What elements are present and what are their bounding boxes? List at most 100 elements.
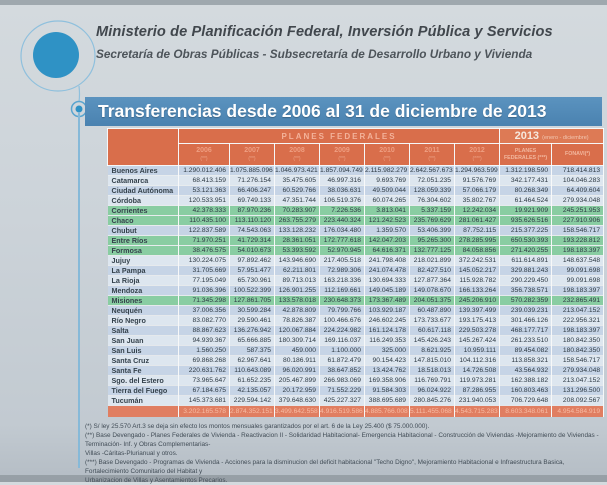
value-cell: 4.916.519.586 (319, 405, 365, 417)
province-cell: San Luis (107, 345, 179, 356)
value-cell: 83.082.770 (178, 315, 230, 326)
value-cell: 73.965.647 (178, 375, 230, 386)
value-cell: 71.345.298 (178, 295, 230, 306)
province-cell: La Rioja (107, 275, 179, 286)
value-cell: 65.730.961 (229, 275, 275, 286)
province-cell: Río Negro (107, 315, 179, 326)
value-cell: 388.695.689 (364, 395, 410, 406)
value-cell: 120.067.884 (274, 325, 320, 336)
value-cell: 1.359.570 (364, 225, 410, 236)
col-2013-header-cell: PLANES FEDERALES (***) (499, 143, 553, 166)
province-cell: Jujuy (107, 255, 179, 266)
value-cell: 46.997.316 (319, 175, 365, 186)
value-cell: 132.777.125 (409, 245, 455, 256)
value-cell: 266.983.069 (319, 375, 365, 386)
value-cell: 1.075.885.096 (229, 165, 275, 176)
value-cell: 61.872.479 (319, 355, 365, 366)
value-cell: 42.135.057 (229, 385, 275, 396)
value-cell: 271.420.255 (499, 245, 553, 256)
value-cell: 279.934.048 (551, 365, 605, 376)
value-cell: 459.000 (274, 345, 320, 356)
province-cell: Buenos Aires (107, 165, 179, 176)
value-cell: 49.509.044 (364, 185, 410, 196)
value-cell: 1.312.198.590 (499, 165, 553, 176)
table-row: Tierra del Fuego 67.184.675 42.135.057 20.1… (107, 385, 605, 396)
value-cell: 38.476.575 (178, 245, 230, 256)
footnote-line: Urbanizacion de Villas y Asentamientos P… (85, 476, 228, 484)
corner-cell (107, 128, 179, 166)
table-row: Chubut 122.837.589 74.543.063 133.128.232 17… (107, 225, 605, 236)
value-cell: 20.172.959 (274, 385, 320, 396)
value-cell: 4.954.584.919 (551, 405, 605, 417)
total-row: 3.202.165.578 2.874.352.151 3.499.642.558 4… (107, 405, 605, 417)
value-cell: 42.378.333 (178, 205, 230, 216)
value-cell: 119.973.281 (454, 375, 501, 386)
value-cell: 246.602.245 (364, 315, 410, 326)
year-header-cell: 2008 (**) (274, 143, 320, 166)
province-cell: Misiones (107, 295, 179, 306)
province-cell: Ciudad Autónoma (107, 185, 179, 196)
value-cell: 281.061.427 (454, 215, 501, 226)
value-cell: 88.867.623 (178, 325, 230, 336)
left-accent-line (78, 112, 80, 468)
value-cell: 5.111.455.068 (409, 405, 455, 417)
value-cell: 706.729.648 (499, 395, 553, 406)
value-cell: 7.226.536 (319, 205, 365, 216)
value-cell: 131.296.500 (551, 385, 605, 396)
value-cell: 61.652.235 (229, 375, 275, 386)
value-cell: 213.047.152 (551, 305, 605, 316)
value-cell: 82.427.510 (409, 265, 455, 276)
value-cell: 145.373.681 (178, 395, 230, 406)
value-cell: 718.414.813 (551, 165, 605, 176)
table-row: Mendoza 91.036.396 100.522.399 126.901.255 1… (107, 285, 605, 296)
value-cell: 77.195.049 (178, 275, 230, 286)
value-cell: 149.078.670 (409, 285, 455, 296)
value-cell: 74.543.063 (229, 225, 275, 236)
value-cell: 76.304.602 (409, 195, 455, 206)
value-cell: 96.024.922 (409, 385, 455, 396)
value-cell: 142.047.203 (364, 235, 410, 246)
value-cell: 149.045.189 (364, 285, 410, 296)
value-cell: 198.183.397 (551, 325, 605, 336)
value-cell: 71.276.154 (229, 175, 275, 186)
table-row: Río Negro 83.082.770 29.590.461 78.826.387 1… (107, 315, 605, 326)
province-cell: Córdoba (107, 195, 179, 206)
value-cell: 198.183.397 (551, 285, 605, 296)
year-header-cell: 2011 (**) (409, 143, 455, 166)
value-cell: 224.224.982 (319, 325, 365, 336)
value-cell: 104.046.283 (551, 175, 605, 186)
value-cell: 90.154.423 (364, 355, 410, 366)
value-cell: 87.286.955 (454, 385, 501, 396)
value-cell: 218.021.899 (409, 255, 455, 266)
province-cell: San Juan (107, 335, 179, 346)
secretariat-subtitle: Secretaría de Obras Públicas - Subsecret… (96, 47, 533, 61)
value-cell: 1.100.000 (319, 345, 365, 356)
year-header-cell: 2009 (**) (319, 143, 365, 166)
year-header-row: 2006 (**) 2007 (**) 2008 (**) 2009 (**) 2010 (**)… (108, 143, 605, 166)
value-cell: 3.499.642.558 (274, 405, 320, 417)
table-row: Santa Fe 220.631.762 110.643.089 96.020.991… (107, 365, 605, 376)
table-row: Salta 88.867.623 136.276.942 120.067.884 224… (107, 325, 605, 336)
value-cell: 29.590.461 (229, 315, 275, 326)
value-cell: 69.868.268 (178, 355, 230, 366)
value-cell: 173.367.489 (364, 295, 410, 306)
value-cell: 230.648.373 (319, 295, 365, 306)
province-cell: Catamarca (107, 175, 179, 186)
value-cell: 379.648.630 (274, 395, 320, 406)
value-cell: 162.388.182 (499, 375, 553, 386)
value-cell: 91.576.769 (454, 175, 501, 186)
value-cell: 19.921.909 (499, 205, 553, 216)
value-cell: 180.842.350 (551, 345, 605, 356)
table-row: La Rioja 77.195.049 65.730.961 89.713.013 16… (107, 275, 605, 286)
value-cell: 91.036.396 (178, 285, 230, 296)
table-row: La Pampa 31.705.669 57.951.477 62.211.801 72… (107, 265, 605, 276)
value-cell: 112.169.661 (319, 285, 365, 296)
value-cell: 79.799.766 (319, 305, 365, 316)
province-cell: Salta (107, 325, 179, 336)
value-cell: 78.826.387 (274, 315, 320, 326)
value-cell: 4.543.715.283 (454, 405, 501, 417)
table-header: PLANES FEDERALES 2013 (enero - diciembre… (107, 128, 605, 166)
value-cell: 60.617.118 (409, 325, 455, 336)
value-cell: 1.857.094.749 (319, 165, 365, 176)
value-cell: 72.051.235 (409, 175, 455, 186)
